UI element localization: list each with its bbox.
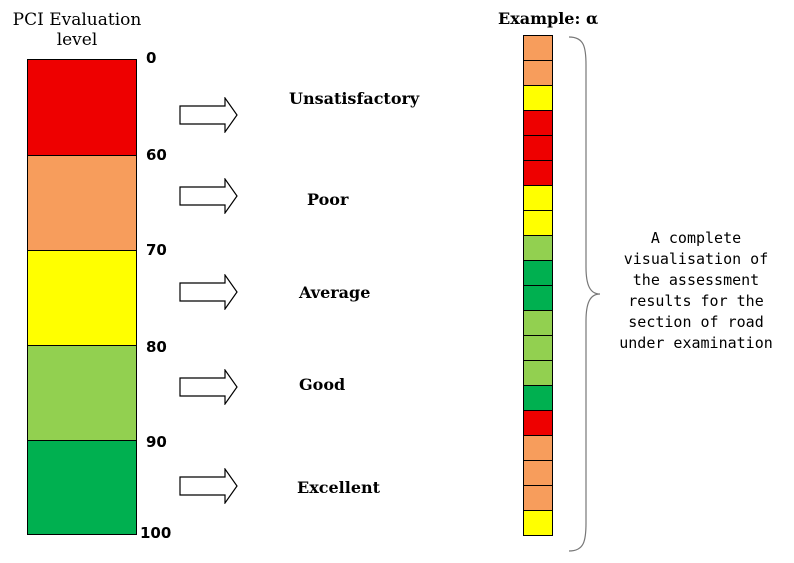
example-segment-unsatisfactory [523, 135, 553, 161]
example-segment-good [523, 310, 553, 336]
description-line-6: under examination [619, 334, 773, 352]
legend-title-line-1: PCI Evaluation [12, 10, 142, 30]
tick-label-80: 80 [146, 338, 167, 356]
example-segment-column [523, 35, 553, 536]
example-segment-average [523, 510, 553, 536]
description-line-4: results for the [628, 292, 764, 310]
example-segment-poor [523, 485, 553, 511]
description-line-1: A complete [650, 229, 742, 247]
description-line-5: section of road [628, 313, 764, 331]
tick-label-100: 100 [140, 524, 172, 542]
arrow-icon-excellent [179, 468, 238, 504]
example-segment-poor [523, 435, 553, 461]
category-label-unsatisfactory: Unsatisfactory [289, 89, 420, 108]
arrow-icon-unsatisfactory [179, 97, 238, 133]
category-label-average: Average [299, 283, 371, 302]
band-excellent [28, 441, 136, 534]
example-segment-average [523, 85, 553, 111]
example-segment-unsatisfactory [523, 410, 553, 436]
description-line-3: the assessment [632, 271, 760, 289]
right-curly-brace-icon [568, 36, 601, 552]
example-segment-poor [523, 60, 553, 86]
category-label-excellent: Excellent [297, 478, 381, 497]
example-description: A complete visualisation of the assessme… [603, 228, 789, 354]
example-segment-unsatisfactory [523, 160, 553, 186]
example-segment-average [523, 185, 553, 211]
example-segment-poor [523, 35, 553, 61]
arrow-icon-poor [179, 178, 238, 214]
category-label-poor: Poor [307, 190, 349, 209]
example-segment-excellent [523, 285, 553, 311]
band-average [28, 251, 136, 346]
example-segment-excellent [523, 385, 553, 411]
example-segment-unsatisfactory [523, 110, 553, 136]
description-line-2: visualisation of [623, 250, 769, 268]
band-poor [28, 156, 136, 251]
tick-label-60: 60 [146, 146, 167, 164]
band-good [28, 346, 136, 441]
arrow-icon-average [179, 274, 238, 310]
example-segment-average [523, 210, 553, 236]
example-title: Example: α [498, 9, 599, 28]
band-unsatisfactory [28, 60, 136, 156]
example-segment-poor [523, 460, 553, 486]
tick-label-0: 0 [146, 49, 157, 67]
tick-label-90: 90 [146, 433, 167, 451]
legend-title: PCI Evaluation level [12, 10, 142, 50]
arrow-icon-good [179, 369, 238, 405]
legend-title-line-2: level [56, 30, 98, 50]
example-segment-good [523, 235, 553, 261]
example-segment-good [523, 360, 553, 386]
category-label-good: Good [299, 375, 346, 394]
example-segment-excellent [523, 260, 553, 286]
example-segment-good [523, 335, 553, 361]
pci-scale-bar [27, 59, 137, 535]
tick-label-70: 70 [146, 241, 167, 259]
